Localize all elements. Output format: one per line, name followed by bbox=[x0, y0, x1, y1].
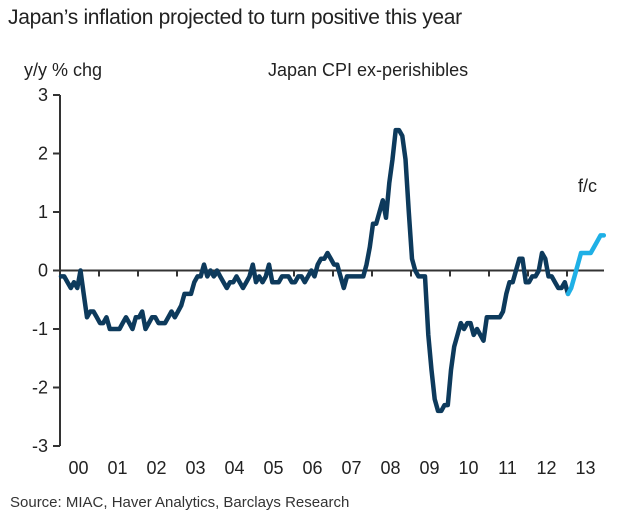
axes bbox=[53, 94, 604, 447]
x-tick-label: 00 bbox=[68, 458, 88, 478]
x-tick-label: 12 bbox=[536, 458, 556, 478]
forecast-series-line bbox=[565, 233, 607, 297]
source-note: Source: MIAC, Haver Analytics, Barclays … bbox=[10, 494, 350, 511]
y-tick-label: -1 bbox=[32, 319, 48, 339]
x-tick-label: 02 bbox=[146, 458, 166, 478]
y-tick-label: 0 bbox=[38, 261, 48, 281]
x-tick-label: 08 bbox=[380, 458, 400, 478]
actual-series-line bbox=[58, 127, 571, 414]
x-tick-label: 11 bbox=[498, 458, 517, 478]
x-tick-label: 07 bbox=[341, 458, 361, 478]
forecast-annotation: f/c bbox=[578, 176, 597, 196]
series-lines bbox=[58, 127, 607, 414]
x-tick-label: 10 bbox=[458, 458, 478, 478]
x-tick-label: 05 bbox=[263, 458, 283, 478]
x-tick-label: 03 bbox=[185, 458, 205, 478]
y-tick-label: 1 bbox=[38, 202, 48, 222]
y-axis-label: y/y % chg bbox=[24, 60, 103, 80]
y-tick-label: -2 bbox=[32, 378, 48, 398]
chart-title: Japan’s inflation projected to turn posi… bbox=[8, 6, 462, 29]
x-tick-label: 01 bbox=[107, 458, 127, 478]
x-tick-label: 09 bbox=[419, 458, 439, 478]
x-tick-label: 06 bbox=[302, 458, 322, 478]
y-tick-label: -3 bbox=[32, 436, 48, 456]
y-tick-label: 3 bbox=[38, 85, 48, 105]
x-tick-label: 13 bbox=[575, 458, 595, 478]
x-tick-label: 04 bbox=[224, 458, 244, 478]
chart-subtitle: Japan CPI ex-perishibles bbox=[268, 60, 469, 80]
y-tick-label: 2 bbox=[38, 144, 48, 164]
